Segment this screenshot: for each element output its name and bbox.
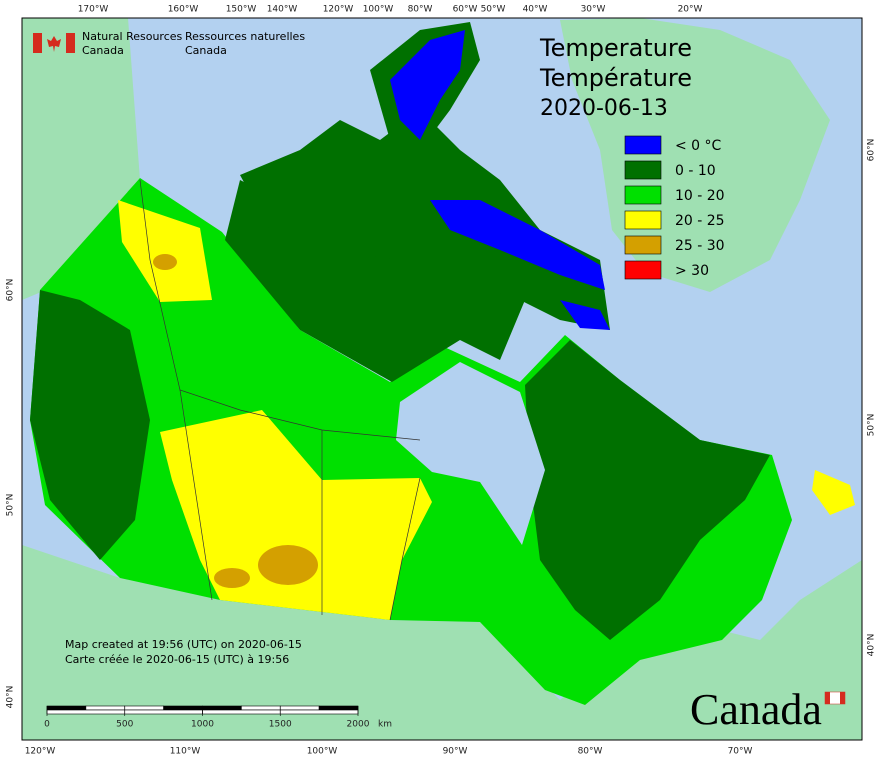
scale-segment	[279, 705, 320, 711]
credit: Carte créée le 2020-06-15 (UTC) à 19:56	[65, 653, 289, 666]
legend-swatch	[624, 160, 662, 180]
ice-baffin	[430, 200, 605, 290]
lon-label: 110°W	[170, 747, 201, 757]
border	[179, 389, 213, 601]
hot-patch	[214, 568, 250, 588]
legend-label: 20 - 25	[675, 213, 725, 229]
lat-label: 60°N	[867, 139, 877, 162]
scale-label: 0	[44, 720, 50, 730]
legend-swatch	[624, 210, 662, 230]
legend-label: 10 - 20	[675, 188, 725, 204]
lon-label: 150°W	[226, 5, 257, 15]
lon-label: 40°W	[523, 5, 548, 15]
scale-segment	[124, 705, 164, 711]
lon-label: 80°W	[408, 5, 433, 15]
arctic-islands	[240, 110, 610, 330]
scale-label: 500	[116, 720, 133, 730]
legend-swatch	[624, 185, 662, 205]
scale-segment	[46, 705, 87, 711]
flag-bar	[66, 33, 75, 53]
lon-label: 100°W	[307, 747, 338, 757]
map-frame	[21, 17, 863, 741]
scale-segment	[202, 705, 242, 711]
lat-label: 50°N	[867, 414, 877, 437]
scale-label: 1000	[191, 720, 214, 730]
scale-segment	[202, 709, 281, 715]
legend: < 0 °C 0 - 10 10 - 20 20 - 25 25 - 30 > 30	[624, 135, 725, 280]
hudson-bay	[396, 362, 545, 545]
graticule-labels: 170°W 160°W 150°W 140°W 120°W 100°W 80°W 60°W 50…	[6, 5, 877, 757]
agency-signature: Natural Resources Canada Ressources natu…	[33, 30, 305, 57]
lon-label: 100°W	[363, 5, 394, 15]
flag-bar	[33, 33, 42, 53]
lon-label: 70°W	[728, 747, 753, 757]
scale-segment	[85, 705, 126, 711]
lon-label: 80°W	[578, 747, 603, 757]
legend-label: < 0 °C	[675, 138, 722, 154]
border	[389, 477, 421, 621]
border	[139, 179, 421, 441]
agency-en: Natural Resources	[82, 30, 183, 43]
title: Température	[539, 64, 692, 92]
lon-label: 120°W	[323, 5, 354, 15]
scale-unit: km	[378, 720, 392, 730]
scale-segment	[318, 705, 359, 711]
title: Temperature	[539, 34, 692, 62]
lon-label: 50°W	[481, 5, 506, 15]
date: 2020-06-13	[540, 96, 668, 121]
lon-label: 20°W	[678, 5, 703, 15]
scale-segment	[241, 705, 281, 711]
lat-label: 60°N	[6, 279, 16, 302]
wordmark-flag	[840, 692, 845, 704]
wordmark-flag	[825, 692, 830, 704]
hot-patch	[153, 254, 177, 270]
ice-north	[390, 30, 465, 140]
lon-label: 170°W	[78, 5, 109, 15]
lat-label: 50°N	[6, 494, 16, 517]
legend-label: > 30	[675, 263, 709, 279]
lon-label: 90°W	[443, 747, 468, 757]
west-coast-cold	[30, 290, 150, 560]
lon-label: 120°W	[25, 747, 56, 757]
lon-label: 160°W	[168, 5, 199, 15]
alaska	[22, 18, 140, 300]
lon-label: 30°W	[581, 5, 606, 15]
agency-fr: Canada	[185, 44, 227, 57]
legend-label: 25 - 30	[675, 238, 725, 254]
legend-swatch	[624, 235, 662, 255]
hot-patch	[258, 545, 318, 585]
ice-baffin-south	[560, 300, 610, 330]
legend-label: 0 - 10	[675, 163, 716, 179]
scale-segment	[279, 709, 359, 715]
lat-label: 40°N	[867, 634, 877, 657]
flag-leaf	[47, 36, 61, 52]
usa	[22, 545, 862, 740]
newfoundland-warm	[812, 470, 855, 515]
scale-segment	[124, 709, 203, 715]
scale-label: 1500	[269, 720, 292, 730]
scale-label: 2000	[347, 720, 370, 730]
yukon-warm	[118, 200, 212, 302]
prairies-warm	[160, 410, 432, 620]
lon-label: 60°W	[453, 5, 478, 15]
agency-fr: Ressources naturelles	[185, 30, 305, 43]
agency-en: Canada	[82, 44, 124, 57]
legend-swatch	[624, 135, 662, 155]
legend-swatch	[624, 260, 662, 280]
scale-segment	[46, 709, 126, 715]
wordmark: Canada	[690, 685, 822, 734]
frame-border	[21, 17, 863, 741]
scale-bar: 0 500 1000 1500 2000 km	[44, 705, 392, 730]
scale-segment	[163, 705, 203, 711]
lon-label: 140°W	[267, 5, 298, 15]
lat-label: 40°N	[6, 686, 16, 709]
credit: Map created at 19:56 (UTC) on 2020-06-15	[65, 638, 302, 651]
quebec-cold	[525, 340, 770, 640]
